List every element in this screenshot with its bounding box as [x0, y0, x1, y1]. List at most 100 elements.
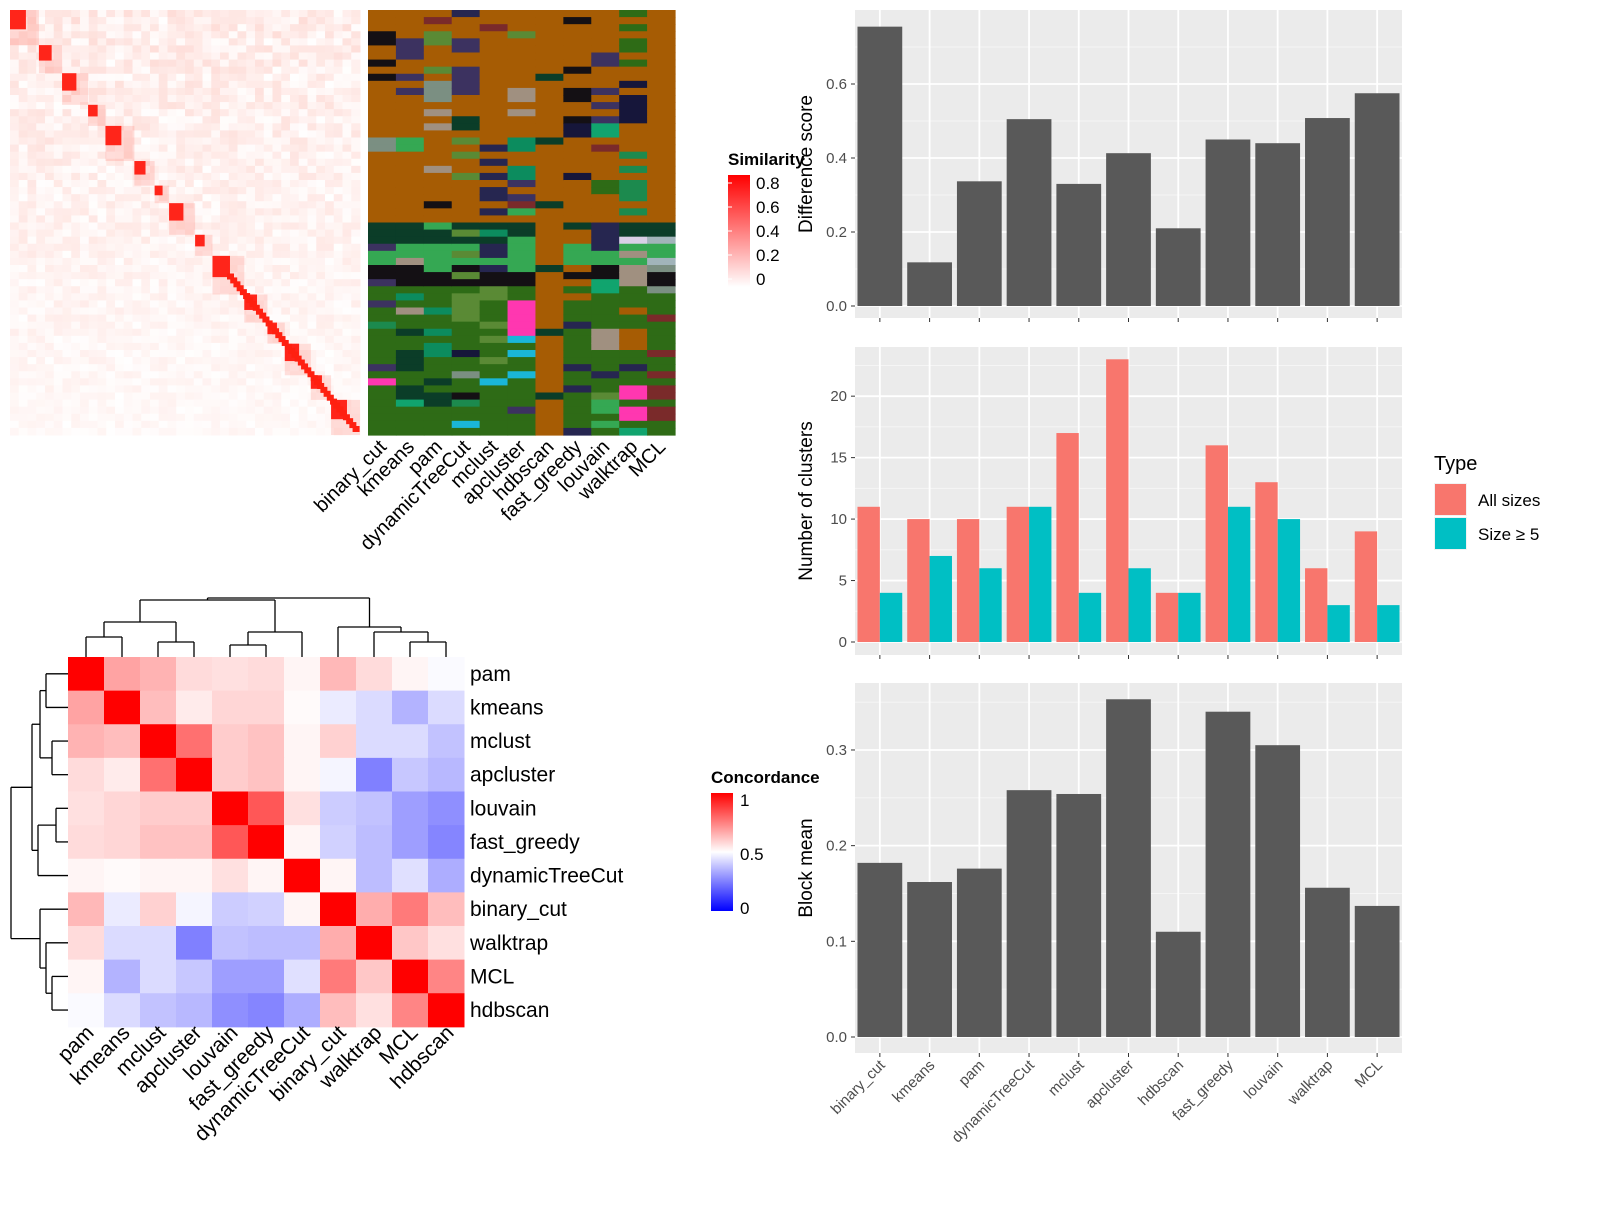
similarity-cell: [228, 194, 238, 202]
similarity-cell: [290, 73, 300, 82]
concordance-cell: [176, 892, 213, 927]
assignment-cell: [395, 187, 425, 195]
assignment-cell: [479, 257, 509, 266]
similarity-cell: [325, 215, 335, 223]
assignment-cell: [479, 300, 509, 309]
similarity-cell: [263, 293, 273, 301]
similarity-cell: [281, 413, 291, 422]
assignment-cell: [451, 158, 481, 167]
similarity-cell: [141, 158, 151, 167]
similarity-cell: [80, 52, 90, 61]
assignment-cell: [451, 180, 481, 188]
assignment-cell: [647, 342, 676, 351]
similarity-cell: [106, 95, 116, 103]
concordance-row-label: mclust: [470, 730, 531, 753]
similarity-cell: [106, 201, 116, 209]
similarity-cell: [45, 165, 55, 174]
similarity-cell: [211, 222, 221, 231]
similarity-cell: [80, 109, 90, 117]
similarity-cell: [325, 406, 335, 415]
assignment-cell: [591, 215, 620, 224]
similarity-cell: [325, 172, 335, 181]
similarity-cell: [62, 116, 72, 124]
similarity-cell: [325, 364, 335, 372]
concordance-cell: [392, 892, 429, 927]
similarity-cell: [237, 144, 247, 153]
assignment-cell: [535, 357, 564, 365]
concordance-cell: [104, 993, 141, 1028]
assignment-cell: [507, 342, 537, 351]
assignment-cell: [619, 59, 648, 68]
similarity-cell: [202, 342, 212, 351]
similarity-cell: [193, 350, 203, 358]
similarity-cell: [307, 427, 317, 436]
similarity-cell: [158, 357, 168, 365]
similarity-cell: [80, 392, 90, 401]
similarity-cell: [80, 10, 90, 18]
similarity-cell: [211, 314, 221, 323]
assignment-cell: [423, 321, 453, 330]
similarity-cell: [298, 420, 308, 429]
similarity-cell: [325, 158, 335, 167]
assignment-cell: [395, 31, 425, 39]
similarity-cell: [123, 420, 133, 429]
similarity-cell: [45, 194, 55, 202]
similarity-cell: [176, 229, 186, 238]
similarity-cell: [167, 158, 177, 167]
similarity-cell: [132, 300, 142, 308]
concordance-cell: [104, 959, 141, 994]
similarity-cell: [246, 66, 256, 75]
similarity-cell: [272, 123, 282, 131]
similarity-cell: [290, 286, 300, 294]
similarity-cell: [202, 10, 212, 18]
assignment-cell: [535, 229, 564, 238]
similarity-cell: [211, 357, 221, 365]
similarity-cell: [281, 385, 291, 393]
similarity-cell: [263, 24, 273, 32]
similarity-cell: [290, 243, 300, 252]
similarity-cell: [71, 328, 81, 337]
assignment-cell: [395, 243, 425, 252]
assignment-cell: [479, 172, 509, 181]
similarity-cell: [325, 194, 335, 202]
assignment-cell: [647, 357, 676, 365]
assignment-cell: [507, 371, 537, 379]
assignment-cell: [368, 314, 397, 323]
similarity-cell: [307, 172, 317, 181]
similarity-cell: [53, 250, 63, 259]
similarity-cell: [88, 385, 98, 393]
similarity-cell: [185, 413, 195, 422]
assignment-cell: [423, 215, 453, 224]
assignment-cell: [479, 137, 509, 146]
similarity-cell: [18, 427, 28, 436]
similarity-cell: [185, 137, 195, 146]
assignment-cell: [591, 427, 620, 436]
similarity-cell: [10, 208, 20, 216]
similarity-cell: [115, 272, 125, 280]
similarity-cell: [351, 272, 361, 280]
similarity-cell: [342, 321, 352, 330]
similarity-cell: [211, 10, 221, 18]
similarity-cell: [88, 73, 98, 82]
similarity-cell: [27, 87, 37, 96]
similarity-cell: [150, 87, 160, 96]
similarity-cell: [132, 265, 142, 273]
similarity-cell: [228, 364, 238, 372]
similarity-cell: [255, 116, 265, 124]
assignment-cell: [647, 279, 676, 287]
similarity-cell: [220, 59, 230, 68]
assignment-cell: [395, 378, 425, 387]
assignment-cell: [647, 215, 676, 224]
assignment-cell: [479, 102, 509, 110]
similarity-cell: [342, 314, 352, 323]
similarity-cell: [123, 151, 133, 160]
similarity-cell: [220, 378, 230, 386]
similarity-cell: [106, 335, 116, 344]
similarity-cell: [36, 158, 46, 167]
similarity-cell: [141, 371, 151, 379]
similarity-cell: [202, 158, 212, 167]
assignment-cell: [507, 335, 537, 344]
similarity-cell: [333, 250, 343, 259]
similarity-cell: [351, 364, 361, 372]
similarity-cell: [80, 59, 90, 68]
